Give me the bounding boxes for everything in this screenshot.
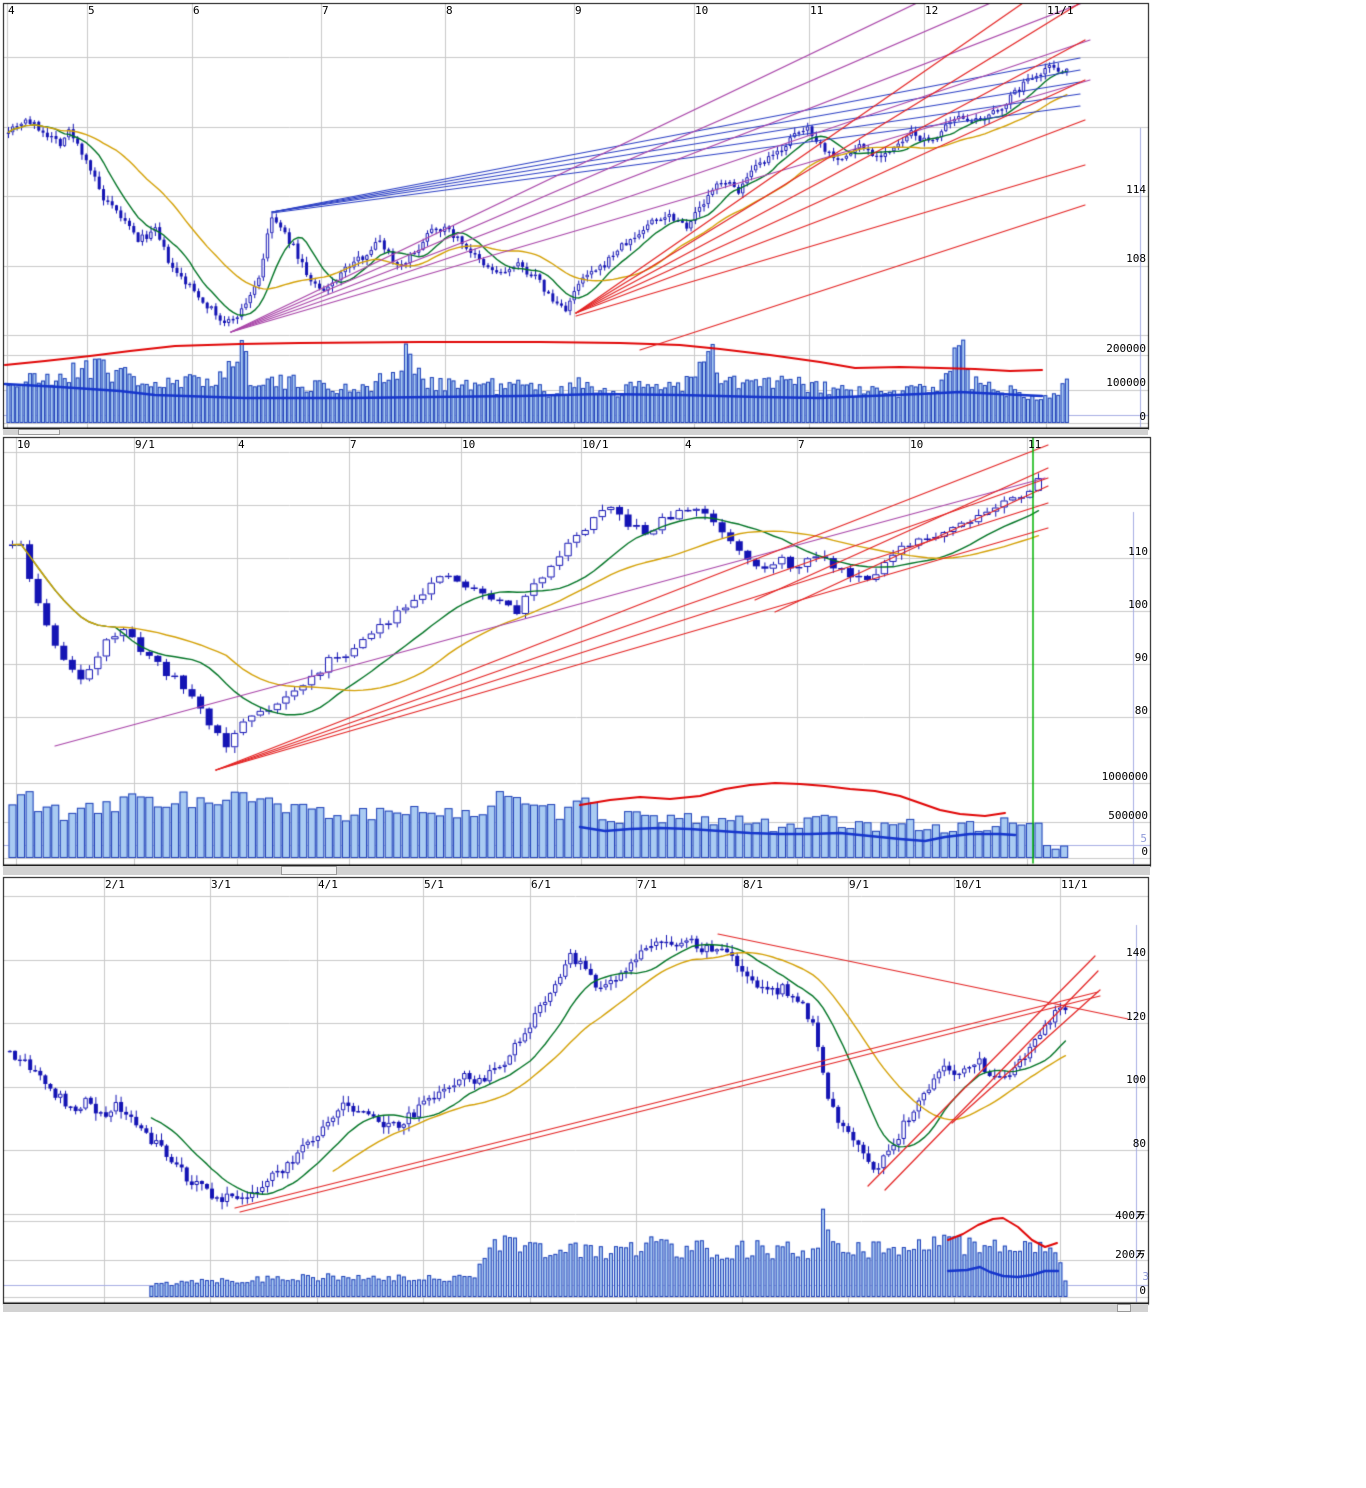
volume-axis-label: 500000 bbox=[1108, 809, 1148, 822]
price-axis-label: 100 bbox=[1128, 598, 1148, 611]
x-axis-label: 7 bbox=[322, 4, 329, 17]
man-unit-glyph bbox=[1135, 1211, 1145, 1220]
price-axis-label: 80 bbox=[1134, 704, 1148, 717]
x-axis-label: 9 bbox=[575, 4, 582, 17]
x-axis-label: 8/1 bbox=[743, 878, 763, 891]
volume-axis-label-digits: 400 bbox=[1115, 1209, 1135, 1222]
x-axis-label: 12 bbox=[925, 4, 939, 17]
crosshair-value-label: 5 bbox=[1140, 832, 1147, 845]
x-axis-label: 11 bbox=[1028, 438, 1042, 451]
x-axis-label: 4 bbox=[8, 4, 15, 17]
x-axis-label: 10 bbox=[910, 438, 924, 451]
crosshair-value-label: 3 bbox=[1142, 1270, 1149, 1283]
x-axis-label: 4/1 bbox=[318, 878, 338, 891]
x-axis-label: 7 bbox=[350, 438, 357, 451]
x-axis-label: 2/1 bbox=[105, 878, 125, 891]
chart-daily-scrollbar[interactable] bbox=[3, 429, 1148, 435]
x-axis-label: 6 bbox=[193, 4, 200, 17]
x-axis-label: 10/1 bbox=[582, 438, 609, 451]
volume-axis-label: 200000 bbox=[1106, 342, 1146, 355]
x-axis-label: 10/1 bbox=[955, 878, 982, 891]
volume-axis-label: 1000000 bbox=[1101, 770, 1148, 783]
volume-axis-label: 400 bbox=[1115, 1209, 1146, 1222]
volume-axis-label: 100000 bbox=[1106, 376, 1146, 389]
x-axis-label: 7/1 bbox=[637, 878, 657, 891]
price-axis-label: 140 bbox=[1126, 946, 1146, 959]
man-unit-glyph bbox=[1135, 1250, 1145, 1259]
x-axis-label: 10 bbox=[695, 4, 709, 17]
price-axis-label: 108 bbox=[1126, 252, 1146, 265]
x-axis-label: 5/1 bbox=[424, 878, 444, 891]
x-axis-label: 11/1 bbox=[1061, 878, 1088, 891]
price-axis-label: 110 bbox=[1128, 545, 1148, 558]
chart-daily-scrollbar-thumb[interactable] bbox=[18, 429, 60, 435]
chart-weekly-scrollbar[interactable] bbox=[3, 866, 1150, 875]
price-axis-label: 80 bbox=[1132, 1137, 1146, 1150]
x-axis-label: 8 bbox=[446, 4, 453, 17]
volume-axis-label: 0 bbox=[1141, 845, 1148, 858]
price-axis-label: 90 bbox=[1134, 651, 1148, 664]
volume-axis-label: 0 bbox=[1139, 410, 1146, 423]
x-axis-label: 11 bbox=[810, 4, 824, 17]
x-axis-label: 9/1 bbox=[849, 878, 869, 891]
x-axis-label: 3/1 bbox=[211, 878, 231, 891]
chart-third-scrollbar-thumb[interactable] bbox=[1117, 1304, 1131, 1312]
x-axis-label: 5 bbox=[88, 4, 95, 17]
x-axis-label: 9/1 bbox=[135, 438, 155, 451]
chart-third-scrollbar[interactable] bbox=[3, 1304, 1148, 1312]
x-axis-label: 10 bbox=[462, 438, 476, 451]
x-axis-label: 4 bbox=[238, 438, 245, 451]
chart-weekly-scrollbar-thumb[interactable] bbox=[281, 866, 337, 875]
price-axis-label: 120 bbox=[1126, 1010, 1146, 1023]
x-axis-label: 10 bbox=[17, 438, 31, 451]
volume-axis-label-digits: 200 bbox=[1115, 1248, 1135, 1261]
price-axis-label: 114 bbox=[1126, 183, 1146, 196]
x-axis-label: 4 bbox=[685, 438, 692, 451]
price-axis-label: 100 bbox=[1126, 1073, 1146, 1086]
volume-axis-label: 200 bbox=[1115, 1248, 1146, 1261]
x-axis-label: 7 bbox=[798, 438, 805, 451]
volume-axis-label: 0 bbox=[1139, 1284, 1146, 1297]
x-axis-label: 6/1 bbox=[531, 878, 551, 891]
x-axis-label: 11/1 bbox=[1047, 4, 1074, 17]
